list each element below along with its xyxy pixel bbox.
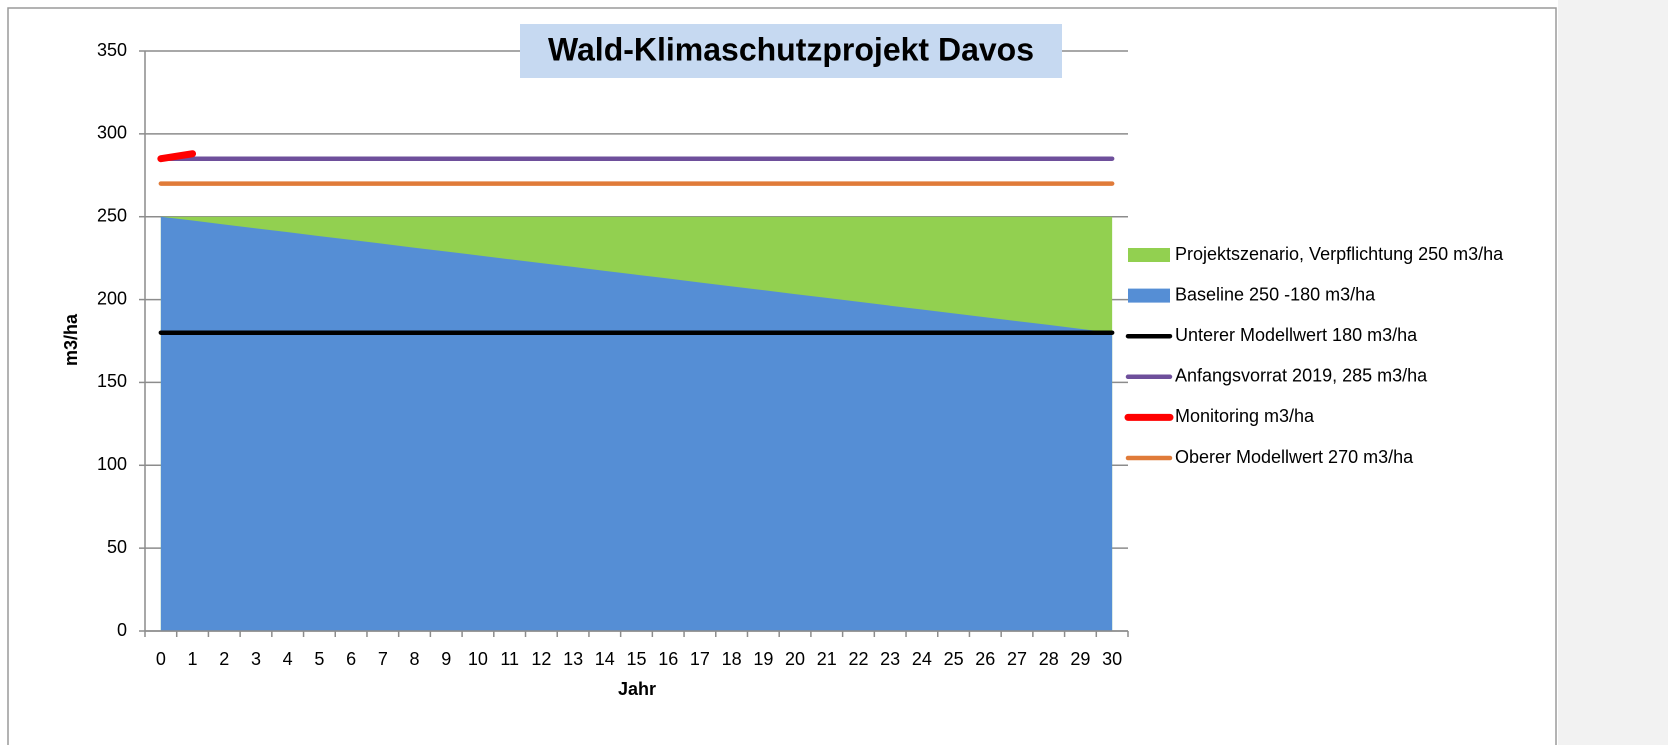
x-axis-label: Jahr (618, 679, 656, 699)
marks (157, 150, 1115, 631)
legend-swatch (1128, 248, 1170, 262)
y-tick-label: 150 (97, 371, 127, 391)
x-tick-label: 10 (468, 649, 488, 669)
x-tick-label: 4 (283, 649, 293, 669)
x-tick-label: 14 (595, 649, 615, 669)
y-tick-label: 200 (97, 288, 127, 308)
x-tick-label: 9 (441, 649, 451, 669)
y-tick-label: 350 (97, 40, 127, 60)
side-strip (1558, 0, 1668, 745)
x-tick-label: 29 (1070, 649, 1090, 669)
legend-label: Monitoring m3/ha (1175, 406, 1315, 426)
line (157, 150, 197, 163)
x-tick-label: 13 (563, 649, 583, 669)
x-tick-label: 22 (848, 649, 868, 669)
x-tick-label: 7 (378, 649, 388, 669)
legend-label: Unterer Modellwert 180 m3/ha (1175, 325, 1418, 345)
x-tick-label: 27 (1007, 649, 1027, 669)
y-tick-label: 0 (117, 620, 127, 640)
x-tick-label: 20 (785, 649, 805, 669)
x-tick-label: 24 (912, 649, 932, 669)
x-tick-label: 18 (722, 649, 742, 669)
x-tick-label: 30 (1102, 649, 1122, 669)
chart-title: Wald-Klimaschutzprojekt Davos (548, 31, 1034, 67)
legend: Projektszenario, Verpflichtung 250 m3/ha… (1124, 244, 1504, 467)
x-tick-label: 11 (500, 649, 519, 669)
x-tick-label: 3 (251, 649, 261, 669)
x-tick-label: 8 (410, 649, 420, 669)
x-tick-label: 17 (690, 649, 710, 669)
legend-label: Oberer Modellwert 270 m3/ha (1175, 447, 1414, 467)
y-tick-label: 50 (107, 537, 127, 557)
x-tick-label: 1 (188, 649, 198, 669)
y-axis-label: m3/ha (61, 313, 81, 366)
area (160, 216, 1113, 631)
x-tick-label: 21 (817, 649, 837, 669)
x-tick-label: 26 (975, 649, 995, 669)
x-tick-label: 19 (753, 649, 773, 669)
y-tick-label: 250 (97, 205, 127, 225)
x-tick-label: 25 (944, 649, 964, 669)
x-tick-label: 23 (880, 649, 900, 669)
x-tick-label: 15 (626, 649, 646, 669)
legend-swatch (1128, 288, 1170, 303)
y-tick-label: 300 (97, 123, 127, 143)
x-tick-label: 6 (346, 649, 356, 669)
legend-label: Projektszenario, Verpflichtung 250 m3/ha (1175, 244, 1504, 264)
x-tick-label: 28 (1039, 649, 1059, 669)
x-tick-label: 2 (219, 649, 229, 669)
x-tick-label: 16 (658, 649, 678, 669)
x-tick-label: 0 (156, 649, 166, 669)
title-box (520, 24, 1062, 78)
x-tick-label: 12 (531, 649, 551, 669)
x-tick-label: 5 (314, 649, 324, 669)
y-tick-label: 100 (97, 454, 127, 474)
legend-label: Anfangsvorrat 2019, 285 m3/ha (1175, 366, 1428, 386)
legend-label: Baseline 250 -180 m3/ha (1175, 284, 1376, 304)
